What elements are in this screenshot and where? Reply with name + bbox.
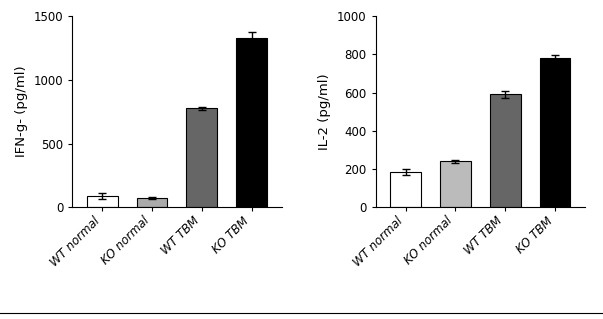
Bar — [236, 38, 267, 207]
Bar — [440, 161, 471, 207]
Y-axis label: IFN-g- (pg/ml): IFN-g- (pg/ml) — [15, 66, 28, 158]
Bar — [540, 58, 570, 207]
Y-axis label: IL-2 (pg/ml): IL-2 (pg/ml) — [318, 73, 332, 150]
Bar — [490, 94, 520, 207]
Bar — [186, 108, 217, 207]
Bar — [87, 196, 118, 207]
Bar — [137, 198, 168, 207]
Bar — [390, 172, 421, 207]
